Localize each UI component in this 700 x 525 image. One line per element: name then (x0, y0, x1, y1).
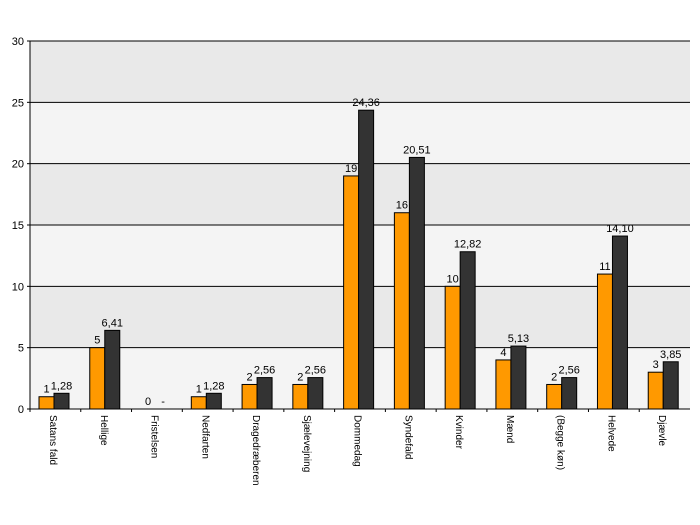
x-tick-label: Mænd (504, 415, 515, 443)
y-tick-label: 15 (12, 220, 24, 232)
x-tick-label: Dommedag (352, 415, 363, 467)
y-tick-label: 0 (18, 404, 24, 416)
data-label: 3,85 (660, 349, 681, 361)
bar (241, 383, 258, 410)
data-label: 1,28 (203, 380, 224, 392)
data-label: 3 (653, 359, 659, 371)
x-tick-label: Djævle (656, 415, 667, 447)
bar (662, 361, 679, 410)
data-label: 11 (599, 261, 610, 273)
bar (561, 377, 578, 410)
grid-band (30, 41, 690, 103)
bar (205, 392, 222, 410)
y-tick-label: 5 (18, 343, 24, 355)
y-tick-label: 10 (12, 281, 24, 293)
data-label: 1 (196, 384, 202, 396)
bar (510, 345, 527, 410)
data-label: 1,28 (51, 380, 72, 392)
x-tick-label: Hellige (98, 415, 109, 446)
data-label: 5 (94, 335, 100, 347)
x-tick-label: Fristelsen (149, 415, 160, 458)
y-tick-label: 20 (12, 159, 24, 171)
data-label: 16 (396, 200, 408, 212)
bar (256, 377, 273, 410)
data-label: 2,56 (305, 365, 326, 377)
bar (596, 273, 613, 410)
data-label: 2,56 (254, 365, 275, 377)
data-label: 5,13 (508, 333, 529, 345)
data-label: 20,51 (403, 144, 431, 156)
bar (343, 175, 360, 410)
bar (358, 109, 375, 410)
bar (307, 377, 324, 410)
x-tick-label: (Begge køn) (555, 415, 566, 470)
data-label: 6,41 (102, 317, 123, 329)
x-tick-label: Dragedræberen (250, 415, 261, 486)
bar (459, 251, 476, 410)
bar (53, 392, 70, 410)
x-tick-label: Kvinder (453, 415, 464, 450)
data-label: 2 (551, 371, 557, 383)
bar (611, 235, 628, 410)
data-label: 2 (247, 371, 253, 383)
bar (444, 285, 461, 410)
bar (104, 329, 121, 410)
data-label: 10 (447, 273, 459, 285)
data-label: 2 (297, 371, 303, 383)
x-tick-label: Sjælevejning (301, 415, 312, 472)
bar (38, 396, 55, 410)
x-tick-label: Nedfarten (199, 415, 210, 459)
y-axis-ticks: 0 5 10 15 20 25 30 (12, 36, 30, 416)
y-tick-label: 30 (12, 36, 24, 48)
bar (408, 156, 425, 410)
bar (292, 383, 309, 410)
y-tick-label: 25 (12, 97, 24, 109)
data-label: 2,56 (558, 365, 579, 377)
bar (546, 383, 563, 410)
x-axis-labels: Satans fald Hellige Fristelsen Nedfarten Dra… (29, 409, 667, 486)
x-tick-label: Syndefald (402, 415, 413, 459)
data-label: 12,82 (454, 239, 482, 251)
data-label: 4 (500, 347, 506, 359)
data-label: - (161, 396, 165, 408)
x-tick-label: Helvede (605, 415, 616, 452)
x-tick-label: Satans fald (47, 415, 58, 465)
data-label: 1 (43, 384, 49, 396)
data-label: 24,36 (352, 97, 380, 109)
data-label: 19 (345, 163, 357, 175)
bar (393, 212, 410, 410)
bars (38, 109, 679, 410)
bar (495, 359, 512, 410)
bar (647, 371, 664, 410)
data-label: 0 (145, 396, 151, 408)
bar (89, 347, 106, 410)
data-label: 14,10 (606, 223, 634, 235)
bar (190, 396, 207, 410)
